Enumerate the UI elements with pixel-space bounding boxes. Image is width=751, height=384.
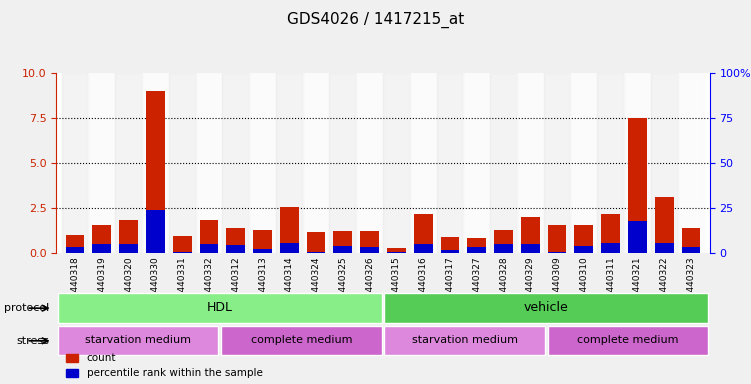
Bar [517,73,544,253]
Bar [628,221,647,253]
Bar [521,217,540,253]
Text: vehicle: vehicle [524,301,569,314]
Bar [200,243,219,253]
Legend: count, percentile rank within the sample: count, percentile rank within the sample [62,349,267,382]
FancyBboxPatch shape [58,293,382,323]
Bar [494,230,513,253]
Text: HDL: HDL [207,301,233,314]
Text: starvation medium: starvation medium [85,335,191,345]
Bar [410,73,436,253]
Bar [89,73,115,253]
Bar [249,73,276,253]
Bar [383,73,410,253]
Bar [173,236,192,253]
Bar [65,235,84,253]
Bar [226,245,245,253]
Bar [119,244,138,253]
Text: complete medium: complete medium [578,335,679,345]
Bar [360,231,379,253]
Bar [169,73,195,253]
Bar [333,231,352,253]
FancyBboxPatch shape [547,326,708,356]
Bar [226,228,245,253]
Bar [414,214,433,253]
Bar [602,214,620,253]
Bar [624,73,651,253]
Bar [547,252,566,253]
Bar [677,73,704,253]
Text: stress: stress [16,336,49,346]
Bar [494,244,513,253]
Bar [360,247,379,253]
Bar [682,247,701,253]
Bar [62,73,89,253]
Bar [115,73,142,253]
Bar [521,244,540,253]
Bar [597,73,624,253]
Bar [280,243,299,253]
Bar [330,73,356,253]
Bar [575,246,593,253]
Bar [651,73,677,253]
Bar [333,246,352,253]
Bar [303,73,330,253]
Bar [222,73,249,253]
Bar [467,247,486,253]
Bar [280,207,299,253]
Bar [655,197,674,253]
Bar [628,118,647,253]
Bar [544,73,571,253]
Bar [441,237,460,253]
Bar [463,73,490,253]
Text: GDS4026 / 1417215_at: GDS4026 / 1417215_at [287,12,464,28]
Bar [547,225,566,253]
Bar [173,252,192,253]
Bar [436,73,463,253]
Bar [195,73,222,253]
Bar [142,73,169,253]
Bar [682,228,701,253]
Bar [414,243,433,253]
Text: starvation medium: starvation medium [412,335,517,345]
Bar [387,248,406,253]
Bar [146,210,164,253]
Bar [490,73,517,253]
Bar [146,91,164,253]
Bar [119,220,138,253]
Bar [356,73,383,253]
Bar [65,247,84,253]
Bar [92,225,111,253]
Bar [306,252,325,253]
Bar [306,232,325,253]
FancyBboxPatch shape [385,293,708,323]
FancyBboxPatch shape [58,326,219,356]
Bar [92,243,111,253]
Bar [602,243,620,253]
FancyBboxPatch shape [385,326,545,356]
FancyBboxPatch shape [221,326,382,356]
Bar [276,73,303,253]
Bar [253,249,272,253]
Text: complete medium: complete medium [251,335,352,345]
Bar [441,250,460,253]
Bar [655,243,674,253]
Bar [575,225,593,253]
Bar [200,220,219,253]
Text: protocol: protocol [4,303,49,313]
Bar [253,230,272,253]
Bar [571,73,597,253]
Bar [387,252,406,253]
Bar [467,238,486,253]
